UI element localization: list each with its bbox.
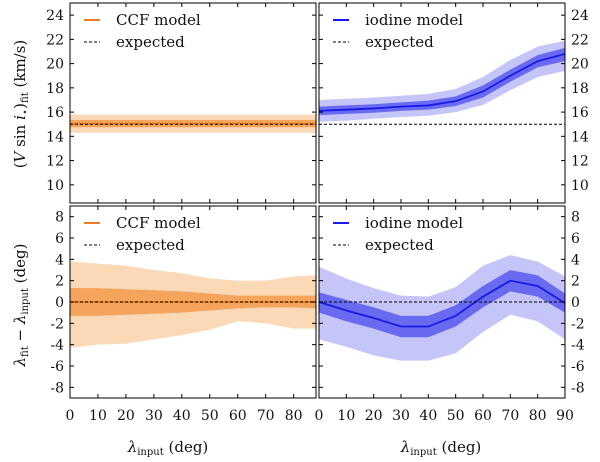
- ytick-label: -4: [571, 338, 585, 354]
- xtick-label: 30: [392, 408, 410, 424]
- ytick-label: 0: [571, 295, 580, 311]
- ytick-label: 4: [571, 252, 580, 268]
- ytick-label: 22: [571, 32, 589, 48]
- ytick-label: 10: [571, 178, 589, 194]
- ytick-label: -2: [50, 316, 64, 332]
- ylabel-bottom: λfit − λinput (deg): [11, 244, 31, 368]
- ytick-label: -8: [571, 380, 585, 396]
- ytick-label: 14: [571, 129, 589, 145]
- legend-label: expected: [365, 236, 434, 254]
- ytick-label: 6: [55, 231, 64, 247]
- ytick-label: -6: [50, 359, 64, 375]
- ytick-label: 20: [571, 57, 589, 73]
- ytick-label: 14: [46, 129, 64, 145]
- ytick-label: 16: [46, 105, 64, 121]
- legend: CCF model expected: [84, 214, 201, 254]
- xlabel-right: λinput (deg): [400, 438, 482, 458]
- legend-label: CCF model: [116, 11, 201, 29]
- xtick-label: 10: [89, 408, 107, 424]
- ytick-label: -6: [571, 359, 585, 375]
- plot-area: [70, 114, 316, 133]
- xtick-label: 0: [66, 408, 75, 424]
- ytick-label: 4: [55, 252, 64, 268]
- xtick-label: 90: [556, 408, 574, 424]
- model-line: [319, 279, 565, 328]
- ytick-label: -4: [50, 338, 64, 354]
- panel-top-left: 10 12 14 16 18 20 22 24 CCF model expected: [46, 2, 317, 204]
- ytick-label: 16: [571, 105, 589, 121]
- xtick-label: 70: [257, 408, 275, 424]
- ytick-label: 22: [46, 32, 64, 48]
- ylabel-top: (V sin i⋆)fit (km/s): [11, 40, 31, 169]
- xlabel-left: λinput (deg): [127, 438, 209, 458]
- legend: iodine model expected: [333, 11, 463, 51]
- ytick-label: 20: [46, 57, 64, 73]
- ytick-label: 12: [571, 154, 589, 170]
- ytick-label: 8: [571, 210, 580, 226]
- ytick-label: 24: [46, 8, 64, 24]
- plot-area: [319, 40, 565, 125]
- legend-label: iodine model: [365, 214, 463, 232]
- plot-area: [70, 261, 316, 348]
- legend-label: expected: [116, 33, 185, 51]
- xtick-label: 60: [229, 408, 247, 424]
- xtick-label: 20: [365, 408, 383, 424]
- legend-label: expected: [116, 236, 185, 254]
- ytick-label: 24: [571, 8, 589, 24]
- xtick-label: 50: [447, 408, 465, 424]
- xtick-label: 10: [337, 408, 355, 424]
- ytick-label: 18: [571, 81, 589, 97]
- xtick-label: 50: [201, 408, 219, 424]
- legend-label: expected: [365, 33, 434, 51]
- axes-frame: [69, 2, 317, 204]
- ytick-label: 12: [46, 154, 64, 170]
- panel-top-right: 10 12 14 16 18 20 22 24 iodine model expected: [318, 2, 589, 204]
- xtick-label: 80: [285, 408, 303, 424]
- xtick-label: 70: [501, 408, 519, 424]
- ytick-label: 8: [55, 210, 64, 226]
- ytick-label: -8: [50, 380, 64, 396]
- xtick-label: 40: [173, 408, 191, 424]
- legend-label: CCF model: [116, 214, 201, 232]
- legend-label: iodine model: [365, 11, 463, 29]
- legend: CCF model expected: [84, 11, 201, 51]
- ytick-label: 2: [55, 274, 64, 290]
- svg-text:λfit − λinput (deg): λfit − λinput (deg): [11, 244, 31, 368]
- ytick-label: 2: [571, 274, 580, 290]
- ytick-label: 6: [571, 231, 580, 247]
- ytick-label: 18: [46, 81, 64, 97]
- axes-frame: [318, 2, 566, 204]
- legend: iodine model expected: [333, 214, 463, 254]
- band-outer-0: [319, 40, 565, 122]
- model-line: [319, 53, 565, 112]
- xtick-label: 30: [145, 408, 163, 424]
- band-inner-0: [319, 47, 565, 116]
- xtick-label: 40: [419, 408, 437, 424]
- plot-area: [319, 255, 565, 361]
- xtick-label: 80: [529, 408, 547, 424]
- svg-text:(V sin i⋆)fit (km/s): (V sin i⋆)fit (km/s): [11, 40, 31, 169]
- xtick-label: 60: [474, 408, 492, 424]
- xtick-label: 0: [315, 408, 324, 424]
- ytick-label: 10: [46, 178, 64, 194]
- xtick-label: 20: [117, 408, 135, 424]
- ytick-label: 0: [55, 295, 64, 311]
- ytick-label: -2: [571, 316, 585, 332]
